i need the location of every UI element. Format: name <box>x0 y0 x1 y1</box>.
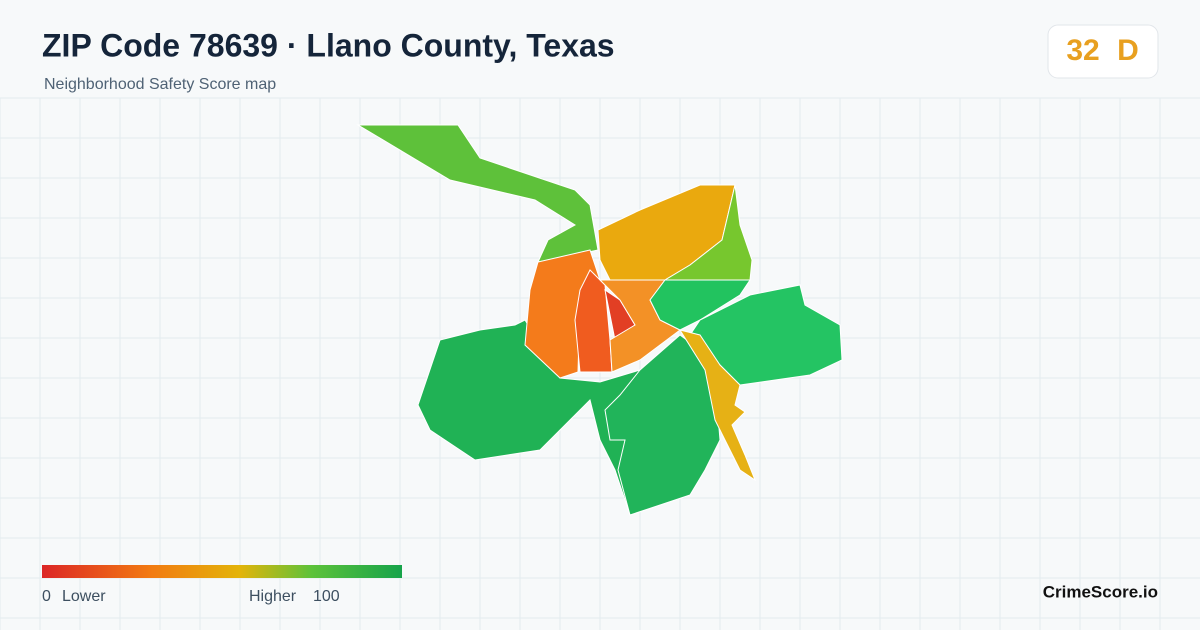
title: ZIP Code 78639 · Llano County, Texas <box>42 27 615 63</box>
region <box>524 249 601 379</box>
score-grade: D <box>1117 34 1139 67</box>
grid <box>0 97 1200 630</box>
map-regions <box>356 124 843 516</box>
legend-max: 100 <box>313 588 340 605</box>
score-value: 32 <box>1066 34 1099 67</box>
legend-min-label: Lower <box>62 588 106 605</box>
subtitle: Neighborhood Safety Score map <box>44 76 276 93</box>
legend-gradient <box>42 565 402 578</box>
legend-max-label: Higher <box>249 588 297 605</box>
score-badge <box>1047 24 1159 79</box>
region <box>649 279 751 331</box>
brand: CrimeScore.io <box>1043 582 1158 601</box>
legend-min: 0 <box>42 588 51 605</box>
region <box>678 329 757 482</box>
